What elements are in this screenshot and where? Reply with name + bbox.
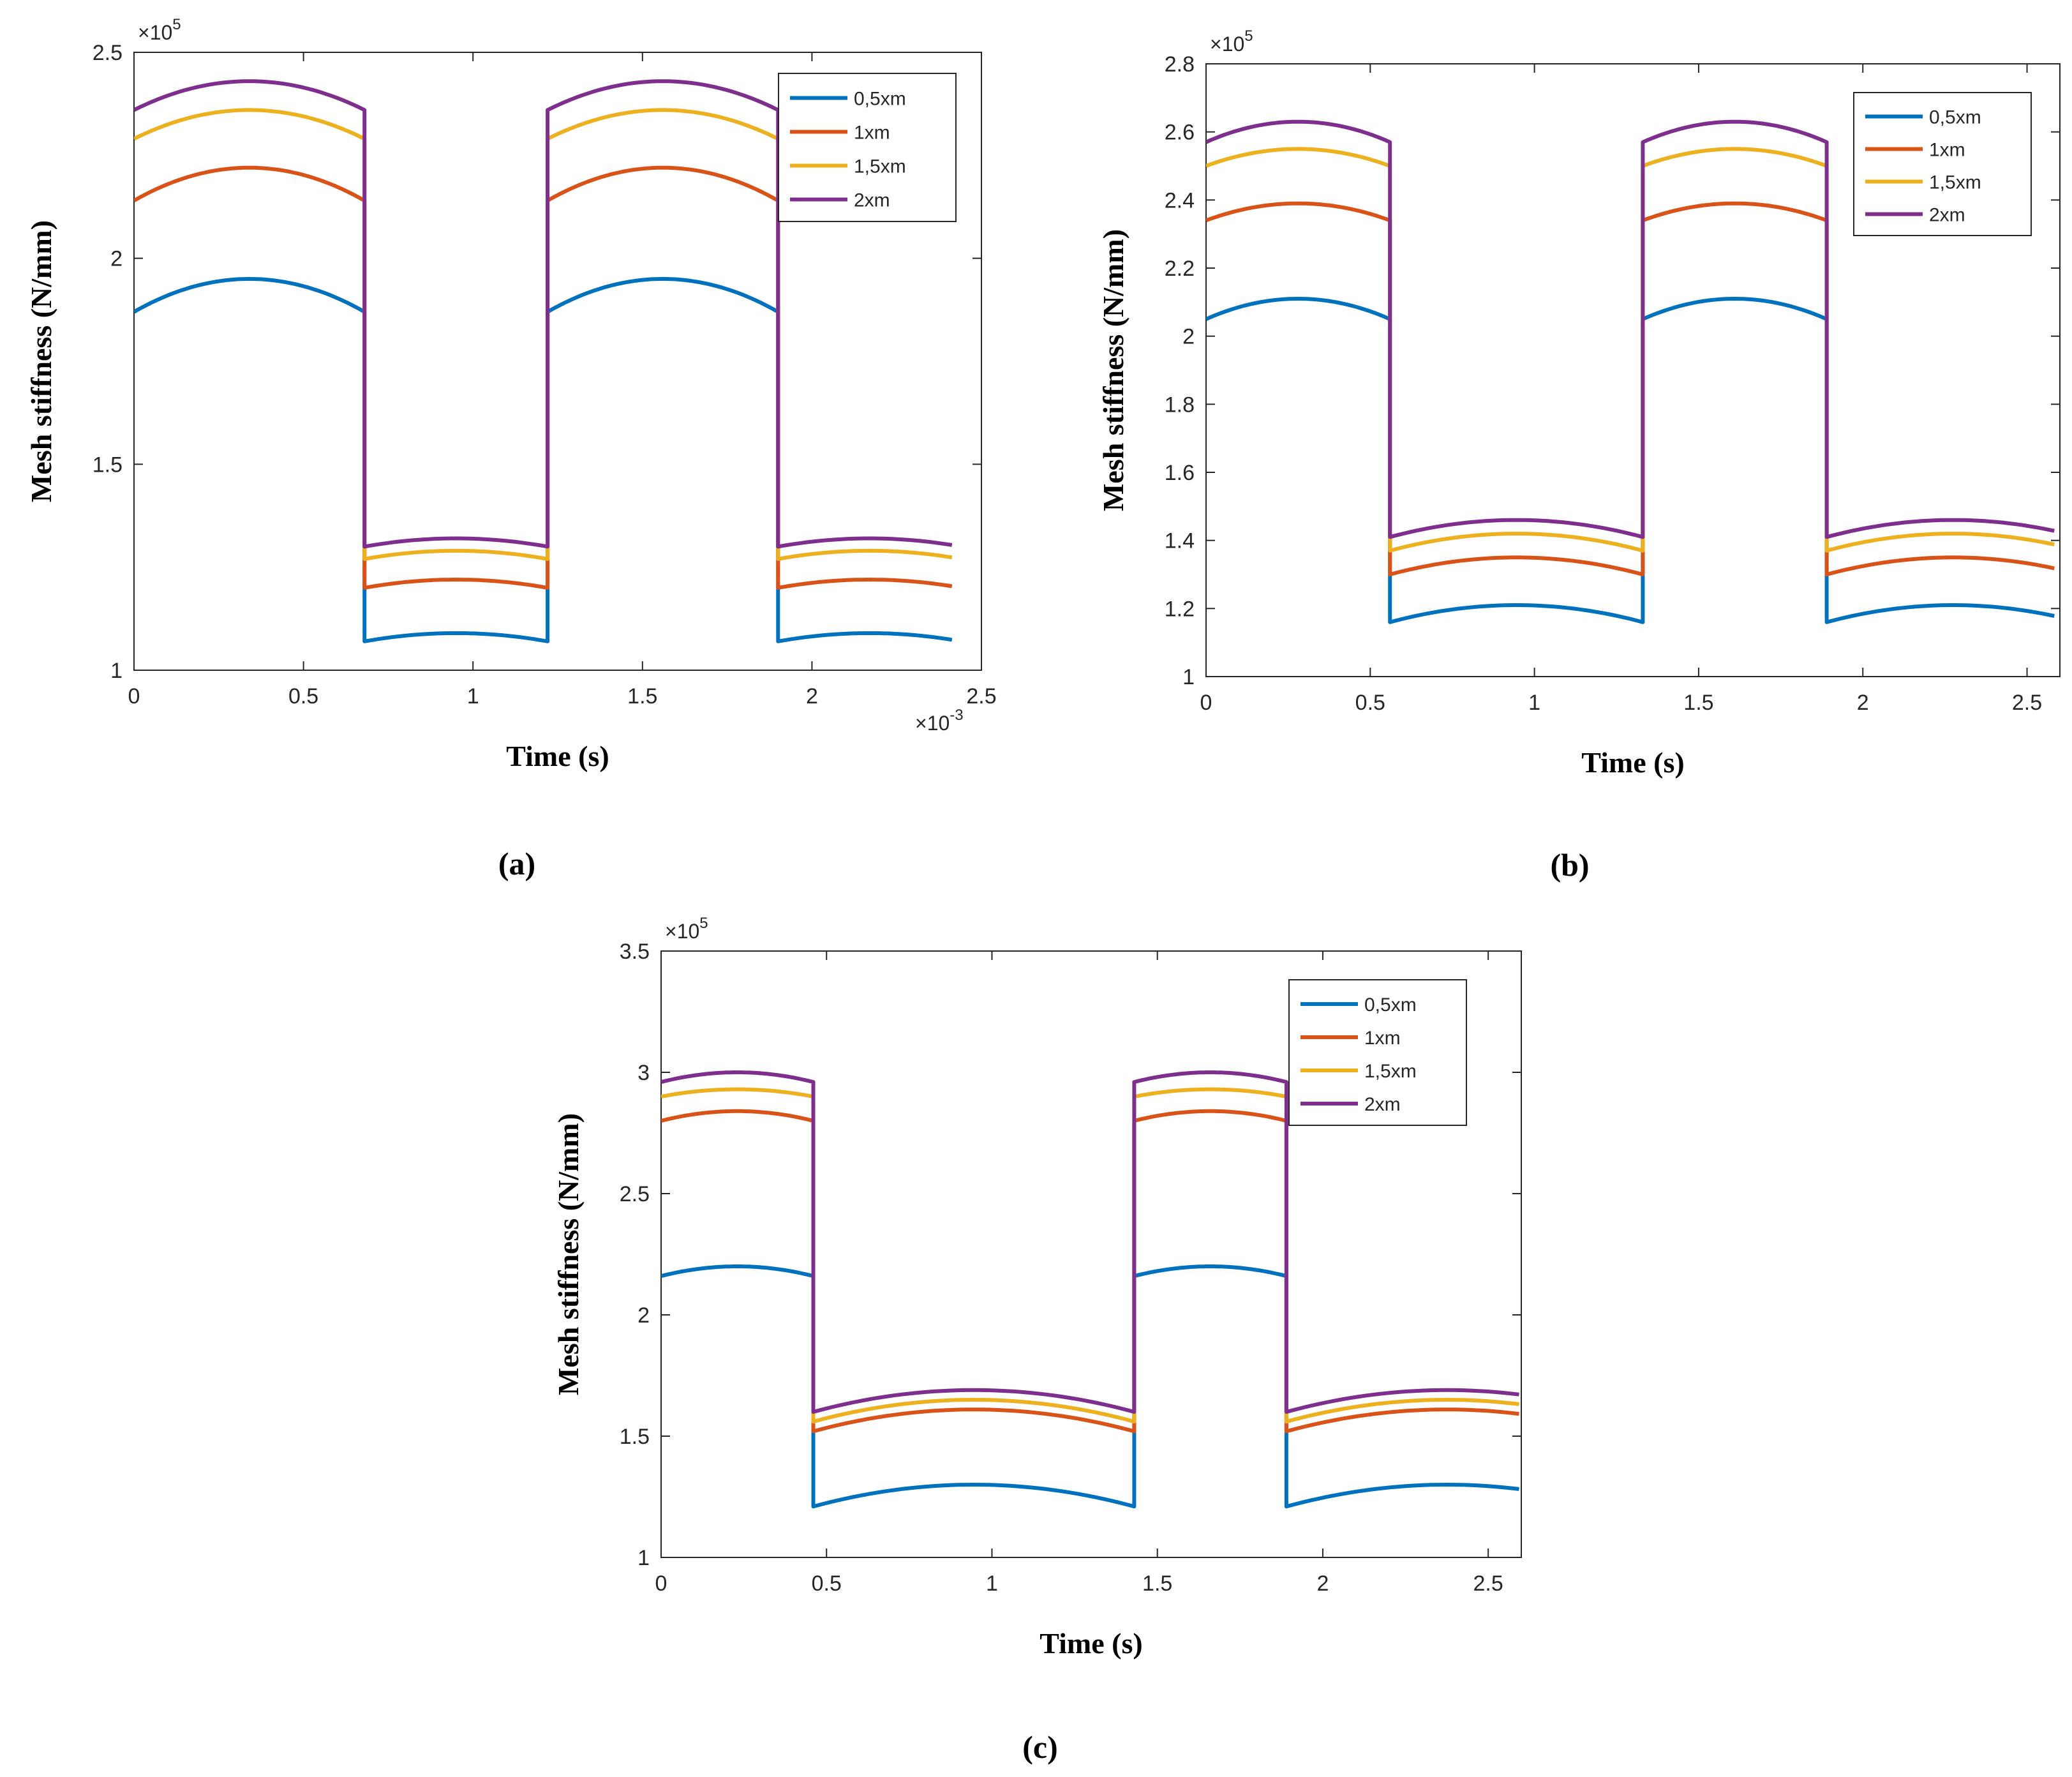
y-tick-label: 2 (110, 247, 123, 271)
chart-panel-a: 0 0.5 1 1.5 2 2.5 1 1.5 2 2.5 ×105 ×10-3 Time (s) Mes… (25, 16, 997, 881)
legend: 0,5xm 1xm 1,5xm 2xm (1853, 92, 2032, 236)
y-axis-label: Mesh stiffness (N/mm) (1097, 229, 1129, 511)
y-tick-label: 1.8 (1165, 393, 1195, 417)
series-line-1-5xm (661, 1087, 1519, 1424)
y-tick-label: 1 (637, 1546, 650, 1570)
legend-entry-label: 0,5xm (1929, 107, 1981, 128)
legend-entry-label: 1xm (1929, 140, 1965, 161)
series-line-2xm (134, 79, 953, 549)
y-axis-label: Mesh stiffness (N/mm) (25, 220, 57, 502)
x-tick-label: 1 (467, 684, 479, 709)
panel-label: (b) (1550, 847, 1589, 883)
series-line-0-5xm (1206, 297, 2055, 624)
legend-entry-label: 1,5xm (1929, 172, 1981, 193)
legend-entry-label: 2xm (1364, 1094, 1401, 1115)
legend-entry-label: 1,5xm (854, 156, 906, 177)
x-tick-label: 2 (806, 684, 818, 709)
y-tick-label: 2.8 (1165, 52, 1195, 77)
x-tick-label: 0 (655, 1571, 667, 1596)
x-axis-multiplier: ×10-3 (915, 707, 964, 735)
x-tick-label: 0.5 (1355, 691, 1385, 715)
y-tick-label: 1.5 (93, 453, 123, 477)
x-tick-label: 2.5 (1473, 1571, 1503, 1596)
series-line-1xm (661, 1109, 1519, 1434)
x-tick-label: 2 (1857, 691, 1869, 715)
panel-label: (a) (498, 846, 535, 881)
x-axis-label: Time (s) (506, 740, 609, 772)
series-line-1-5xm (1206, 147, 2055, 553)
y-tick-label: 2.6 (1165, 121, 1195, 145)
series-line-1xm (134, 165, 953, 590)
chart-panel-c: 0 0.5 1 1.5 2 2.5 1 1.5 2 2.5 3 3.5 ×105 Time (s) Mesh… (552, 915, 1522, 1765)
y-tick-label: 1.5 (620, 1425, 650, 1449)
x-tick-label: 1 (986, 1571, 998, 1596)
series-line-1-5xm (134, 108, 953, 561)
x-tick-label: 0.5 (288, 684, 318, 709)
y-axis-multiplier: ×105 (665, 915, 708, 943)
series-line-2xm (661, 1070, 1519, 1414)
legend: 0,5xm 1xm 1,5xm 2xm (1288, 979, 1467, 1126)
y-tick-label: 1.4 (1165, 529, 1195, 553)
legend-entry-label: 0,5xm (854, 89, 906, 110)
y-tick-label: 2 (1182, 325, 1195, 349)
legend-entry-label: 0,5xm (1364, 994, 1417, 1016)
series-line-0-5xm (661, 1264, 1519, 1509)
x-tick-label: 1.5 (627, 684, 657, 709)
panel-label: (c) (1022, 1729, 1058, 1765)
y-tick-label: 2 (637, 1303, 650, 1328)
x-tick-label: 1 (1528, 691, 1540, 715)
x-tick-label: 1.5 (1683, 691, 1713, 715)
series-line-0-5xm (134, 276, 953, 643)
y-tick-label: 3.5 (620, 940, 650, 964)
x-tick-label: 2 (1316, 1571, 1329, 1596)
x-axis-label: Time (s) (1040, 1627, 1142, 1660)
y-axis-multiplier: ×105 (1210, 27, 1253, 56)
y-axis-multiplier: ×105 (138, 16, 181, 44)
y-tick-label: 1.2 (1165, 597, 1195, 621)
y-tick-label: 2.4 (1165, 188, 1195, 213)
y-tick-label: 3 (637, 1061, 650, 1085)
y-tick-label: 2.5 (620, 1182, 650, 1206)
y-tick-label: 1.6 (1165, 461, 1195, 485)
x-tick-label: 0 (1200, 691, 1212, 715)
legend-entry-label: 2xm (854, 190, 890, 211)
legend-entry-label: 1xm (1364, 1028, 1401, 1049)
legend-entry-label: 2xm (1929, 205, 1965, 226)
x-tick-label: 2.5 (966, 684, 996, 709)
legend-entry-label: 1xm (854, 123, 890, 144)
y-tick-label: 1 (1182, 665, 1195, 689)
x-axis-label: Time (s) (1581, 746, 1684, 779)
x-tick-label: 0 (128, 684, 140, 709)
series-line-1xm (1206, 201, 2055, 576)
y-tick-label: 2.2 (1165, 257, 1195, 281)
legend-entry-label: 1,5xm (1364, 1061, 1417, 1082)
x-tick-label: 0.5 (812, 1571, 842, 1596)
y-axis-label: Mesh stiffness (N/mm) (552, 1113, 585, 1395)
y-tick-label: 2.5 (93, 41, 123, 65)
chart-panel-b: 0 0.5 1 1.5 2 2.5 1 1.2 1.4 1.6 1.8 2 2.2 2.4 2.6 2.8 ×1… (1097, 27, 2061, 883)
legend: 0,5xm 1xm 1,5xm 2xm (778, 73, 957, 222)
x-tick-label: 2.5 (2012, 691, 2042, 715)
x-tick-label: 1.5 (1142, 1571, 1172, 1596)
series-line-2xm (1206, 119, 2055, 539)
y-tick-label: 1 (110, 659, 123, 683)
